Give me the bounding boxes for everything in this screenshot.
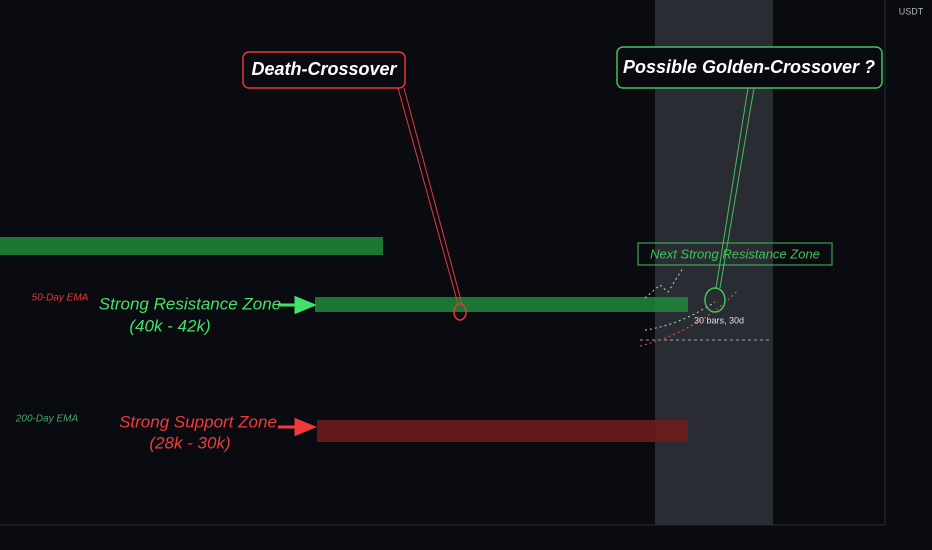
next-label: Next Strong Resistance Zone (650, 246, 820, 261)
death-label: Death-Crossover (251, 59, 397, 79)
sup-label: Strong Support Zone (119, 412, 277, 431)
res-label: Strong Resistance Zone (99, 294, 281, 313)
ema50-label: 50-Day EMA (32, 293, 89, 304)
golden-circle (704, 287, 726, 313)
projection-green (644, 301, 716, 331)
resistance-zone-old (0, 237, 383, 255)
projection-price (644, 267, 684, 299)
currency: USDT (899, 6, 924, 16)
support-zone (317, 420, 688, 442)
ema200-label: 200-Day EMA (15, 414, 79, 425)
resistance-zone (315, 297, 688, 312)
death-box (242, 51, 406, 89)
res-range: (40k - 42k) (129, 316, 210, 335)
sup-range: (28k - 30k) (149, 433, 230, 452)
death-circle (453, 303, 467, 321)
measure-label: 30 bars, 30d (694, 315, 744, 325)
golden-label: Possible Golden-Crossover ? (623, 57, 875, 77)
golden-pointer (715, 87, 755, 289)
golden-box (616, 46, 883, 89)
next-box (637, 242, 833, 266)
res-arrow (278, 295, 317, 315)
death-pointer (397, 87, 463, 305)
sup-arrow (278, 417, 317, 437)
